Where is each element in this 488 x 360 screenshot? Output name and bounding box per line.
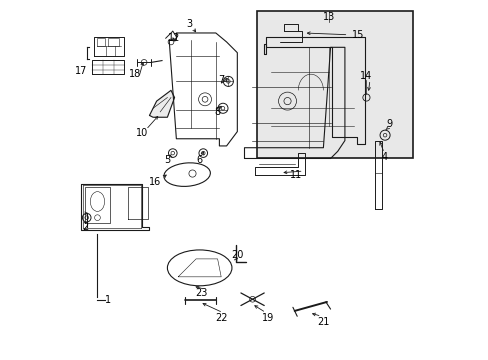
- Text: 2: 2: [81, 222, 88, 231]
- Text: 15: 15: [351, 30, 364, 40]
- Bar: [257, 12, 412, 158]
- Text: 5: 5: [164, 155, 170, 165]
- Text: 3: 3: [185, 19, 192, 29]
- Text: 7: 7: [218, 75, 224, 85]
- Text: 12: 12: [168, 33, 181, 43]
- Text: 22: 22: [215, 313, 227, 323]
- Text: 6: 6: [196, 155, 203, 165]
- Text: 11: 11: [290, 170, 302, 180]
- Text: 20: 20: [231, 250, 243, 260]
- Text: 9: 9: [386, 120, 392, 129]
- Text: 19: 19: [261, 313, 273, 323]
- Text: 4: 4: [381, 152, 386, 162]
- Text: 17: 17: [75, 66, 87, 76]
- Text: 10: 10: [136, 129, 148, 138]
- Text: 1: 1: [105, 295, 111, 305]
- Polygon shape: [149, 90, 174, 117]
- Text: 8: 8: [214, 107, 220, 117]
- Text: 14: 14: [360, 71, 372, 81]
- Text: 18: 18: [129, 69, 141, 79]
- Text: 21: 21: [317, 317, 329, 327]
- Text: 16: 16: [148, 177, 161, 187]
- Text: 23: 23: [195, 288, 207, 298]
- Text: 13: 13: [322, 12, 334, 22]
